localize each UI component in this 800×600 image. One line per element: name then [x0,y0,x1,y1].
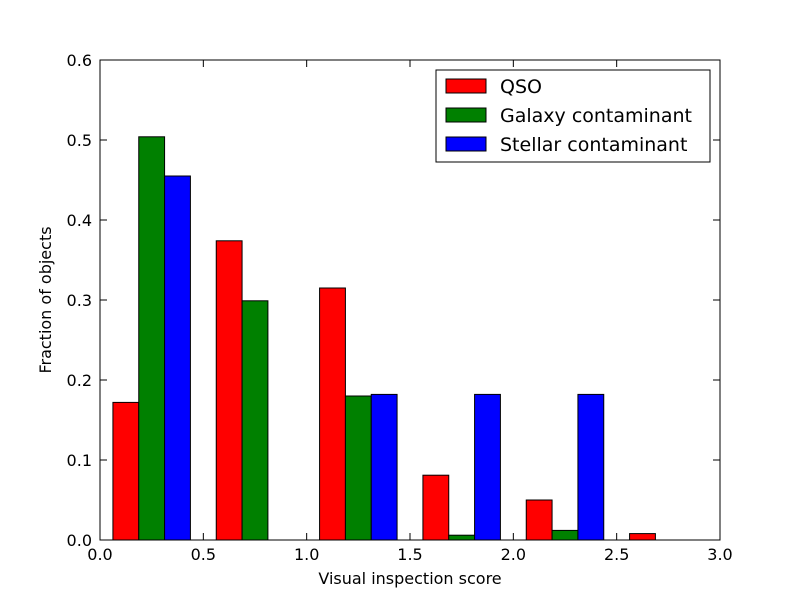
bar-qso-bin-0 [112,401,140,541]
bar-qso-bin-5 [629,533,656,541]
bar-galaxy-bin-4 [551,529,579,541]
y-tick-label: 0.0 [67,531,92,550]
x-tick-label: 0.5 [191,545,216,564]
ticks-group: 0.0 0.5 1.0 1.5 2.0 2.5 3.0 0.0 0.1 0.2 0.3 0.4 0.5 0… [67,51,733,564]
bar-galaxy-bin-2 [344,395,372,541]
x-tick-label: 2.5 [604,545,629,564]
x-tick-label: 3.0 [707,545,732,564]
bar-galaxy-bin-0 [138,136,166,541]
x-tick-label: 0.0 [87,545,112,564]
bar-stellar-bin-4 [577,393,605,541]
legend-swatch-stellar [445,136,487,152]
legend: QSO Galaxy contaminant Stellar contamina… [435,69,711,163]
x-tick-label: 1.5 [397,545,422,564]
legend-swatch-galaxy [445,107,487,123]
bar-stellar-bin-3 [474,393,501,541]
y-tick-label: 0.5 [67,131,92,150]
bar-qso-bin-2 [319,287,346,541]
x-tick-label: 2.0 [501,545,526,564]
plot-frame [99,59,721,541]
y-axis-label: Fraction of objects [36,226,55,373]
x-tick-label: 1.0 [294,545,319,564]
bar-qso-bin-3 [422,474,450,541]
y-tick-label: 0.1 [67,451,92,470]
bar-qso-bin-1 [215,240,243,541]
y-tick-label: 0.3 [67,291,92,310]
bar-stellar-bin-0 [164,175,191,541]
bar-galaxy-bin-1 [241,300,269,541]
bar-galaxy-bin-3 [448,534,476,541]
legend-label-galaxy: Galaxy contaminant [500,105,692,127]
legend-label-stellar: Stellar contaminant [500,134,687,156]
y-tick-label: 0.6 [67,51,92,70]
bars-group [112,136,656,541]
x-axis-label: Visual inspection score [318,569,501,588]
bar-qso-bin-4 [525,499,553,541]
legend-swatch-qso [445,78,487,94]
bar-stellar-bin-2 [370,393,398,541]
y-tick-label: 0.4 [67,211,92,230]
legend-label-qso: QSO [500,76,542,98]
y-tick-label: 0.2 [67,371,92,390]
